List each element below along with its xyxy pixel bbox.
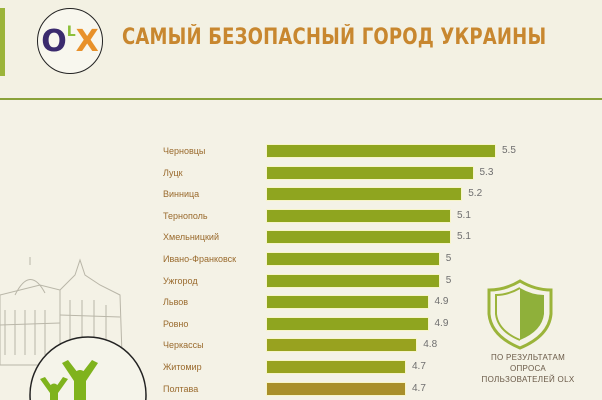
city-label: Ровно [163,318,189,329]
bar [267,253,439,265]
value-label: 4.9 [434,317,449,329]
logo-letter-o: O [41,23,67,59]
value-label: 4.7 [412,361,426,372]
city-label: Тернополь [163,210,208,221]
value-label: 4.9 [434,296,449,308]
bar [267,296,428,309]
city-label: Ужгород [163,275,198,286]
value-label: 5.1 [457,209,471,221]
city-label: Луцк [163,167,183,178]
chart-row: Житомир 4.7 [0,360,602,374]
city-label: Полтава [163,383,199,394]
value-label: 5.5 [502,145,516,156]
shield-icon [487,279,553,350]
chart-row: Ивано-Франковск 5 [0,252,602,266]
city-label: Хмельницкий [163,232,219,243]
value-label: 5.2 [468,188,483,200]
chart-row: Ужгород 5 [0,274,602,288]
page-title: САМЫЙ БЕЗОПАСНЫЙ ГОРОД УКРАИНЫ [122,25,547,50]
city-label: Винница [163,189,200,200]
bar [267,317,428,330]
chart-row: Полтава 4.7 [0,382,602,396]
city-label: Черкассы [163,340,204,351]
value-label: 5.1 [457,231,471,243]
chart-row: Луцк 5.3 [0,166,602,180]
city-label: Ивано-Франковск [163,254,237,264]
bar [267,145,495,157]
bar [267,166,473,179]
value-label: 5 [445,274,452,286]
city-label: Черновцы [163,146,206,156]
city-label: Житомир [163,362,202,372]
bar [267,231,450,244]
bar [267,361,405,373]
chart-row: Тернополь 5.1 [0,209,602,223]
bar [267,274,439,287]
bar [267,382,405,395]
chart-row: Винница 5.2 [0,187,602,201]
bar [267,339,417,352]
note-line-2: ОПРОСА [509,364,547,373]
chart-row: Черкассы 4.8 [0,338,602,352]
city-label: Львов [163,297,189,308]
note-line-1: ПО РЕЗУЛЬТАТАМ [490,353,566,362]
chart-row: Черновцы 5.5 [0,144,602,158]
chart-row: Ровно 4.9 [0,317,602,331]
survey-note: ПО РЕЗУЛЬТАТАМ ОПРОСА ПОЛЬЗОВАТЕЛЕЙ OLX [470,352,586,385]
value-label: 5.3 [479,166,494,178]
left-accent-bar [0,8,5,76]
note-line-3: ПОЛЬЗОВАТЕЛЕЙ OLX [481,375,575,384]
chart-row: Львов 4.9 [0,295,602,309]
logo-letter-l: L [66,24,76,40]
city-building-illustration [0,257,147,400]
bar [267,188,462,201]
chart-row: Хмельницкий 5.1 [0,230,602,244]
logo-letter-x: X [75,23,99,59]
value-label: 4.7 [412,382,426,394]
bar [267,209,450,222]
value-label: 4.8 [423,339,438,351]
value-label: 5 [445,253,452,264]
